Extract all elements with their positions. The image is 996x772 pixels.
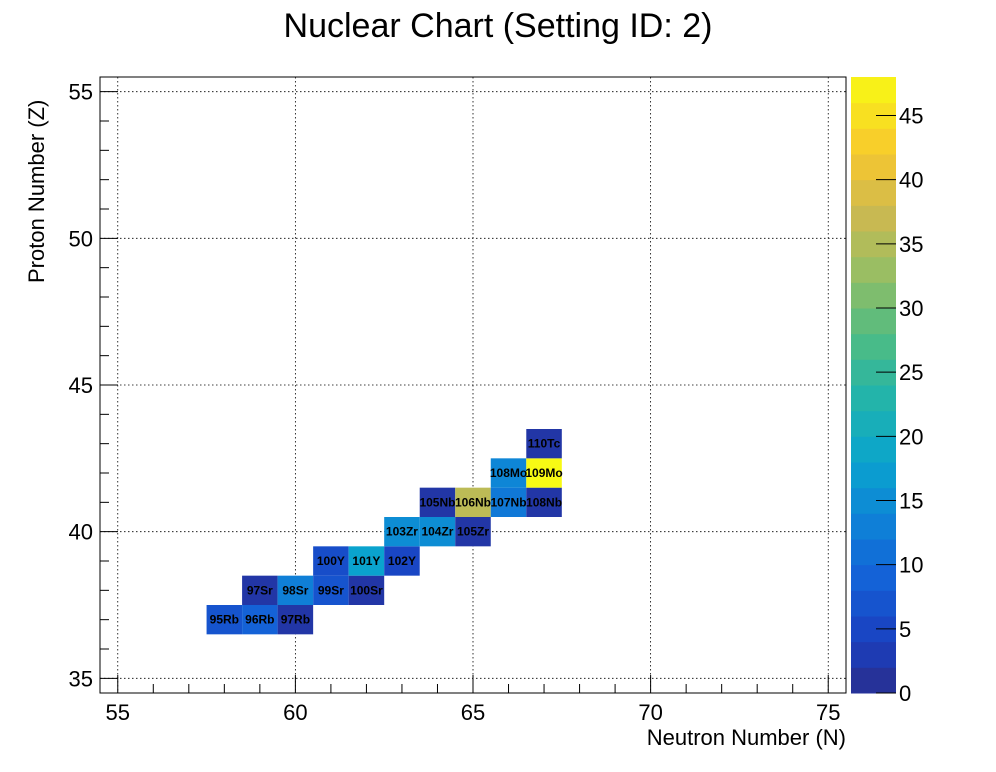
colorbar-segment (851, 179, 896, 206)
cell-label: 104Zr (421, 525, 453, 539)
grid-lines (100, 77, 846, 693)
heatmap-cell (313, 546, 349, 576)
axes: 55 60 65 70 75 35 40 45 50 55 (69, 80, 841, 725)
colorbar-segment (851, 641, 896, 668)
colorbar-segment (851, 436, 896, 463)
y-axis-title: Proton Number (Z) (24, 100, 49, 283)
colorbar-segment (851, 77, 896, 104)
colorbar-tick-label: 5 (899, 617, 911, 642)
heatmap-cell (206, 605, 243, 635)
colorbar-tick-label: 15 (899, 489, 923, 514)
heatmap-cell (277, 575, 314, 605)
colorbar-segment (851, 282, 896, 309)
heatmap-cell (313, 575, 349, 605)
cell-label: 110Tc (528, 437, 561, 451)
heatmap-cell (348, 575, 385, 605)
colorbar-tick-label: 35 (899, 232, 923, 257)
y-tick-label: 45 (69, 373, 93, 398)
heatmap-cell (384, 517, 420, 547)
colorbar-tick-label: 10 (899, 553, 923, 578)
colorbar-segment (851, 410, 896, 437)
colorbar-segment (851, 539, 896, 566)
heatmap-cell (277, 605, 314, 635)
y-tick-label: 40 (69, 520, 93, 545)
heatmap-cell (419, 487, 456, 517)
x-axis-title: Neutron Number (N) (647, 725, 846, 750)
heatmap-cell (242, 605, 278, 635)
heatmap-cell (348, 546, 385, 576)
colorbar-tick-label: 40 (899, 168, 923, 193)
cell-label: 97Rb (281, 613, 310, 627)
chart-title: Nuclear Chart (Setting ID: 2) (284, 7, 713, 45)
colorbar-segment (851, 564, 896, 591)
cell-label: 102Y (388, 554, 416, 568)
heatmap-cell (384, 546, 420, 576)
cell-label: 95Rb (210, 613, 239, 627)
y-tick-label: 35 (69, 666, 93, 691)
heatmap-cell (242, 575, 278, 605)
colorbar: 0 5 10 15 20 25 30 35 40 45 (851, 77, 923, 706)
cell-label: 96Rb (245, 613, 274, 627)
colorbar-segment (851, 333, 896, 360)
heatmap-cell (455, 487, 491, 517)
x-tick-label: 70 (638, 700, 662, 725)
x-tick-label: 60 (283, 700, 307, 725)
colorbar-segment (851, 385, 896, 412)
cell-label: 107Nb (491, 495, 527, 509)
x-tick-label: 65 (461, 700, 485, 725)
colorbar-tick-label: 20 (899, 424, 923, 449)
colorbar-tick-label: 25 (899, 360, 923, 385)
colorbar-segment (851, 256, 896, 283)
heatmap-cell (526, 429, 562, 459)
cell-label: 103Zr (386, 525, 418, 539)
colorbar-segment (851, 154, 896, 181)
x-tick-label: 55 (106, 700, 130, 725)
colorbar-segment (851, 513, 896, 540)
colorbar-segment (851, 128, 896, 155)
colorbar-segment (851, 590, 896, 617)
heatmap-cell (490, 458, 527, 488)
colorbar-tick-label: 30 (899, 296, 923, 321)
heatmap-cell (526, 458, 562, 488)
heatmap-cells (206, 429, 562, 635)
colorbar-segment (851, 308, 896, 335)
x-tick-label: 75 (816, 700, 840, 725)
cell-label: 98Sr (282, 583, 308, 597)
heatmap-cell (490, 487, 527, 517)
cell-label: 105Nb (419, 495, 455, 509)
colorbar-segment (851, 667, 896, 694)
cell-label: 108Mo (490, 466, 527, 480)
cell-label: 99Sr (318, 583, 344, 597)
colorbar-segment (851, 462, 896, 489)
colorbar-segment (851, 205, 896, 232)
heatmap-cell (455, 517, 491, 547)
cell-label: 106Nb (455, 495, 491, 509)
heatmap-cell (419, 517, 456, 547)
cell-label: 101Y (352, 554, 380, 568)
heatmap-cell (526, 487, 562, 517)
y-tick-label: 55 (69, 80, 93, 105)
cell-label: 100Sr (350, 583, 383, 597)
cell-label: 108Nb (526, 495, 562, 509)
cell-label: 100Y (317, 554, 345, 568)
cell-label: 105Zr (457, 525, 489, 539)
colorbar-tick-label: 45 (899, 104, 923, 129)
cell-label: 109Mo (525, 466, 562, 480)
y-tick-label: 50 (69, 226, 93, 251)
colorbar-tick-label: 0 (899, 681, 911, 706)
cell-labels: 95Rb 96Rb 97Rb 97Sr 98Sr 99Sr 100Sr 100Y 101Y 102… (210, 437, 563, 627)
cell-label: 97Sr (247, 583, 273, 597)
